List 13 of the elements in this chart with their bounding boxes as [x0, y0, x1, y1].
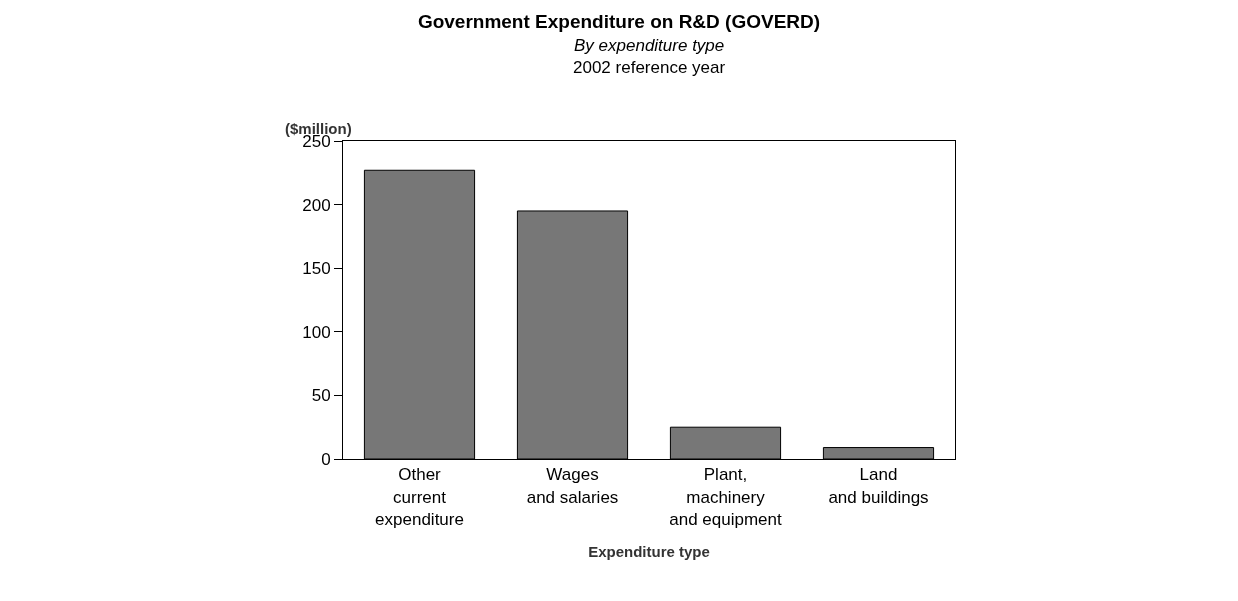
- x-tick-label: Wages and salaries: [526, 465, 619, 507]
- x-tick-label: Other current expenditure: [375, 465, 464, 529]
- y-tick-label: 150: [302, 259, 331, 279]
- text: 2002 reference year: [573, 58, 726, 77]
- y-tick-label: 100: [302, 322, 331, 342]
- x-axis-title: Expenditure type: [588, 542, 710, 560]
- x-tick-label: Plant, machinery and equipment: [669, 465, 783, 529]
- y-tick-label: 200: [302, 195, 331, 215]
- chart-subtitle: By expenditure type: [574, 36, 725, 55]
- y-tick-label: 0: [321, 449, 331, 469]
- chart-title: Government Expenditure on R&D (GOVERD): [417, 11, 821, 33]
- y-tick-label: 50: [311, 386, 331, 406]
- x-tick-label: Land and buildings: [828, 465, 929, 507]
